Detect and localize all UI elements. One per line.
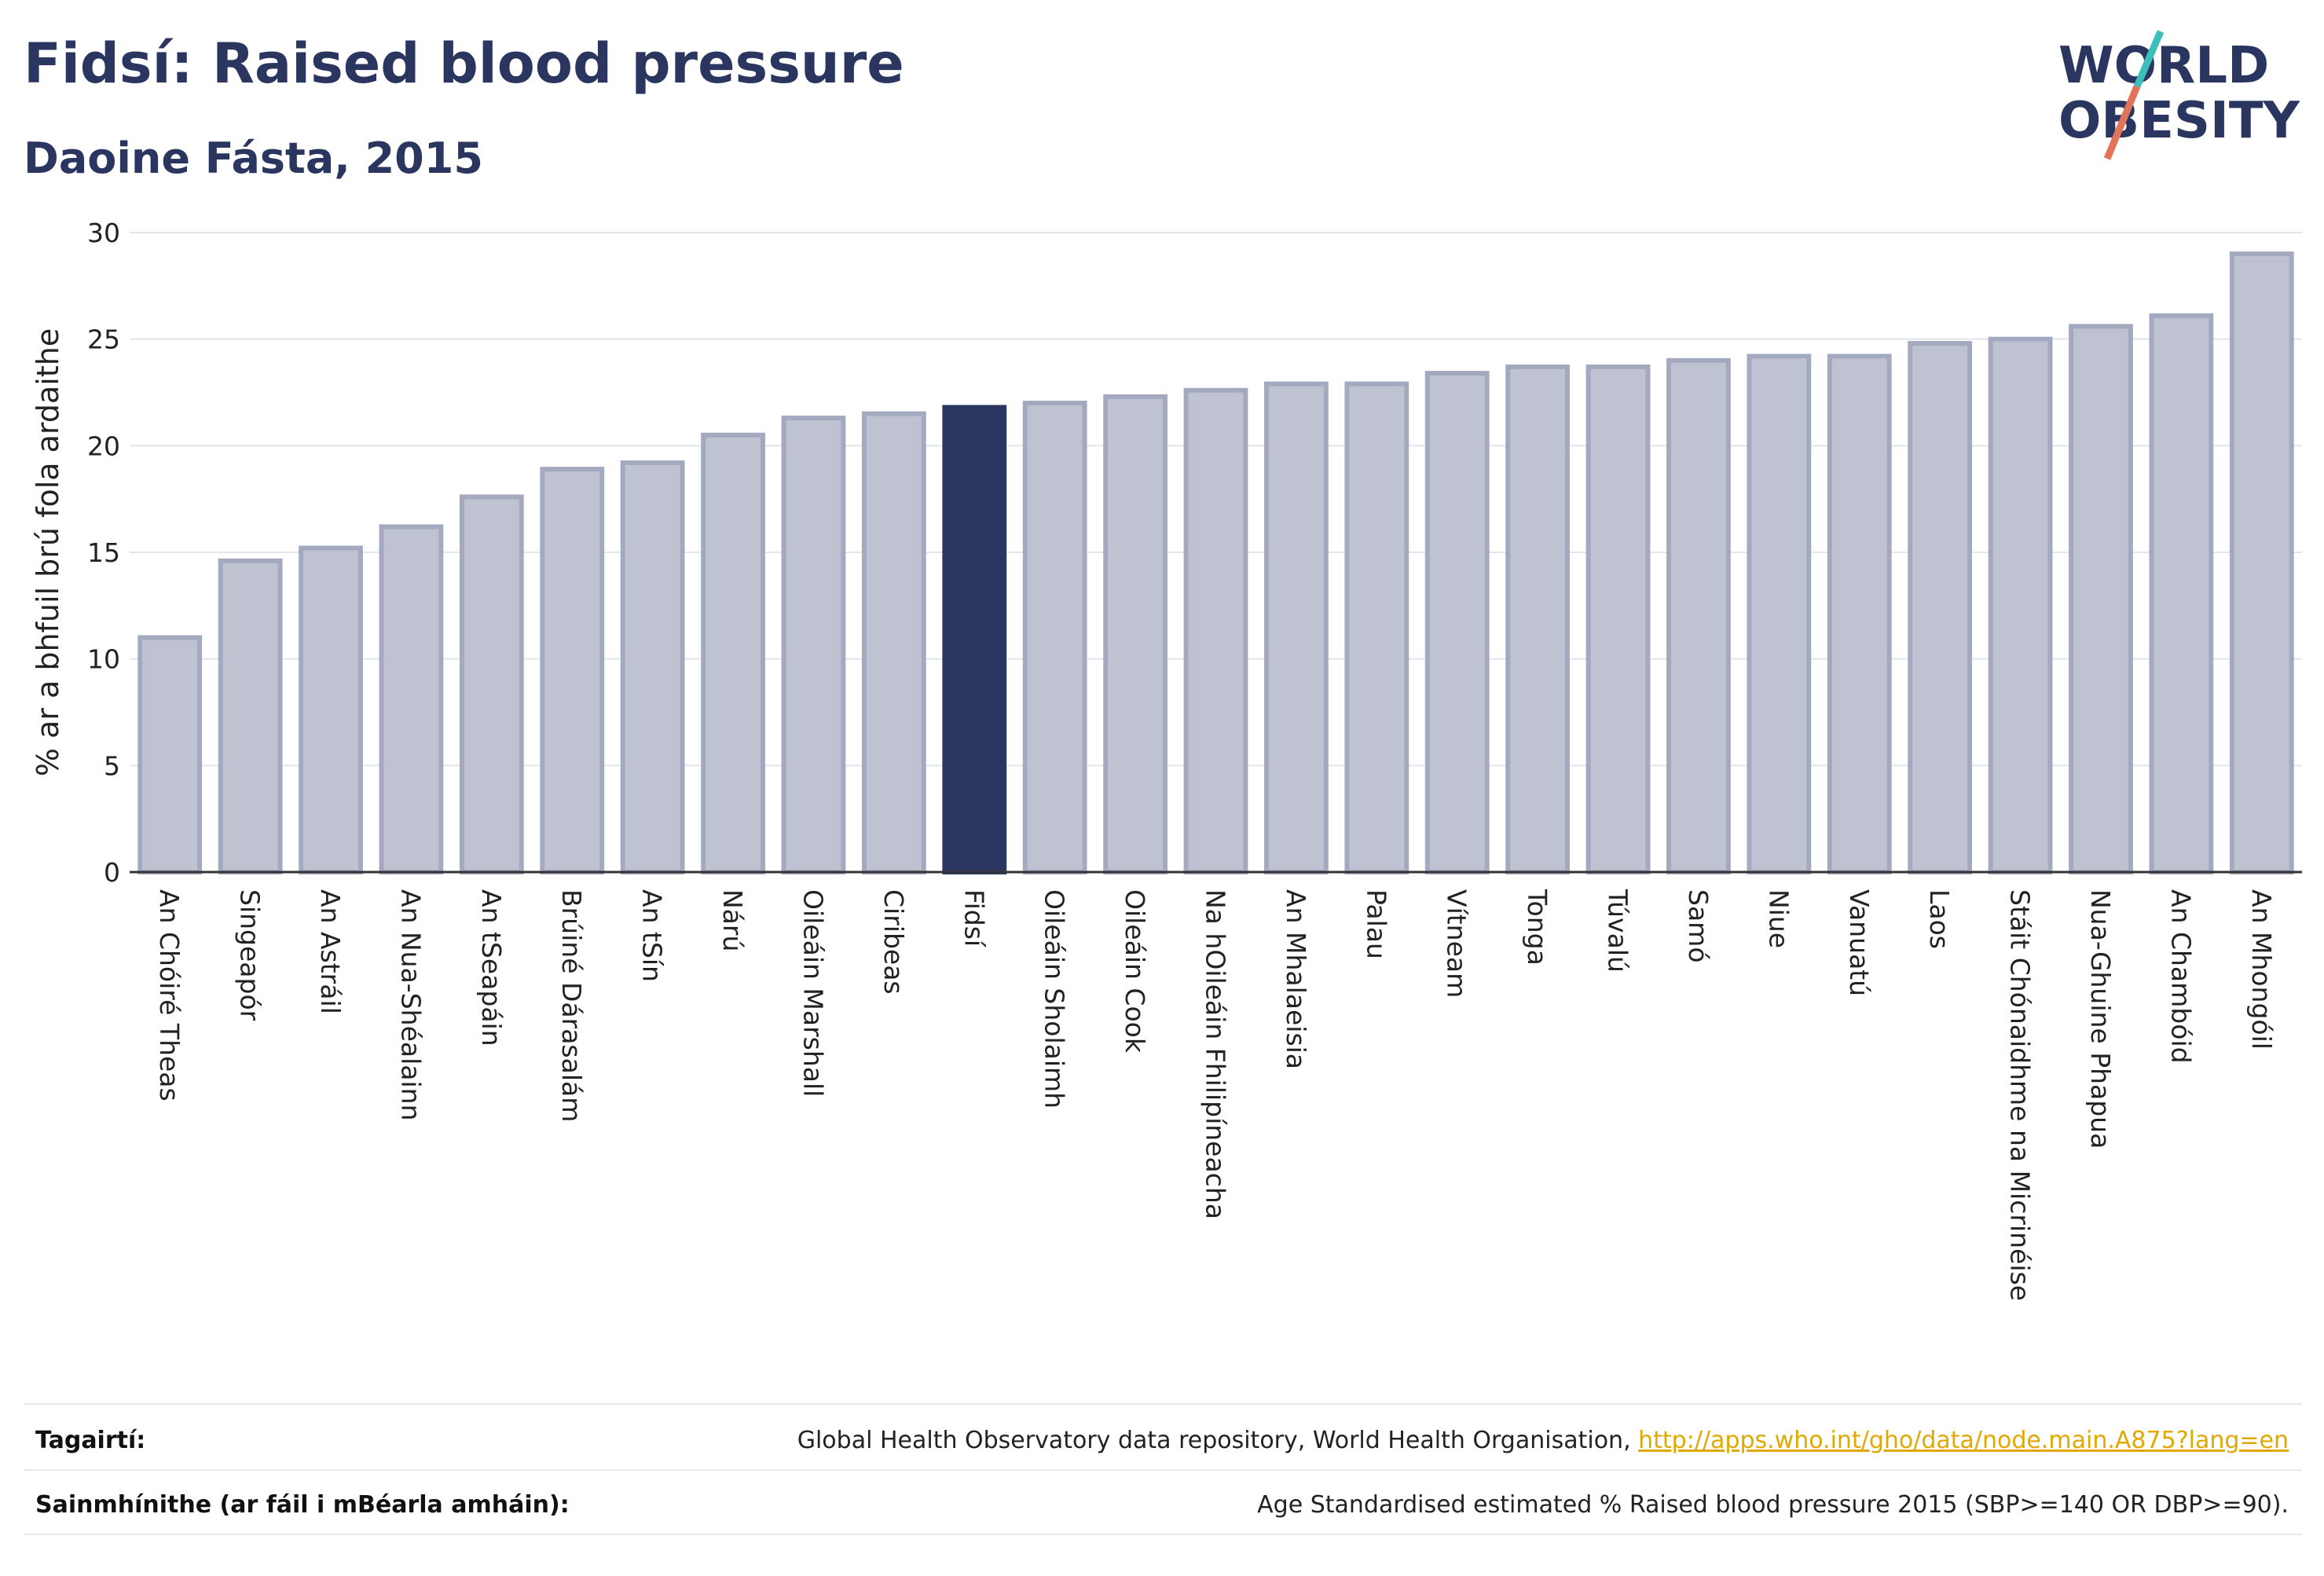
logo-slash-top [2133, 30, 2165, 88]
x-tick-label: An Nua-Shéalainn [395, 889, 426, 1121]
bar [701, 432, 765, 874]
y-axis-ticks: 0 5 10 15 20 25 30 [87, 218, 120, 888]
references-text: Global Health Observatory data repositor… [797, 1427, 1639, 1454]
x-tick-label: Vítneam [1442, 889, 1472, 998]
x-tick-label: Oileáin Marshall [797, 889, 828, 1097]
bar [1827, 354, 1892, 874]
x-tick-label: Stáit Chónaidhme na Micrinéise [2005, 889, 2036, 1301]
x-tick-label: Brúiné Dárasalám [556, 889, 587, 1122]
bar [1264, 381, 1329, 874]
logo-slash-bottom [2103, 85, 2141, 160]
x-tick-label: Samó [1683, 889, 1714, 963]
x-tick-label: An tSín [637, 889, 668, 982]
chart-title: Fidsí: Raised blood pressure [24, 31, 904, 96]
bar [540, 467, 605, 874]
bar [2229, 251, 2294, 874]
bar [2149, 313, 2214, 874]
bar [299, 545, 363, 874]
bar [942, 405, 1007, 874]
x-tick-label: An Mhongóil [2246, 889, 2277, 1050]
footer-divider-bottom [24, 1534, 2302, 1535]
x-tick-label: Ciribeas [878, 889, 909, 995]
bar [379, 524, 444, 874]
x-tick-label: Túvalú [1603, 889, 1633, 973]
x-tick-label: Niue [1763, 889, 1794, 948]
x-axis-labels: An Chóiré Theas Singeapór An Astráil An Nua… [154, 889, 2277, 1301]
bar [1183, 387, 1248, 874]
bar [459, 494, 524, 874]
world-obesity-logo: WORLD OBESITY [2058, 30, 2300, 160]
bar [218, 558, 283, 874]
x-tick-label: Oileáin Cook [1120, 889, 1150, 1054]
y-tick-label: 15 [87, 537, 120, 568]
references-value: Global Health Observatory data repositor… [797, 1427, 2289, 1454]
x-tick-label: Na hOileáin Fhilipíneacha [1200, 889, 1231, 1219]
x-tick-label: Tonga [1522, 889, 1552, 966]
y-tick-label: 10 [87, 644, 120, 675]
bar [1747, 354, 1812, 874]
definitions-label: Sainmhínithe (ar fáil i mBéarla amháin): [35, 1491, 570, 1519]
bar [1666, 357, 1731, 874]
x-tick-label: An Mhalaeisia [1281, 889, 1311, 1069]
bar [620, 460, 685, 874]
definitions-value: Age Standardised estimated % Raised bloo… [1257, 1491, 2289, 1519]
chart-subtitle: Daoine Fásta, 2015 [24, 134, 483, 183]
x-tick-label: Nárú [717, 889, 748, 951]
x-tick-label: Laos [1924, 889, 1955, 949]
bar [1344, 381, 1409, 874]
bar [1988, 336, 2053, 874]
y-tick-label: 0 [104, 857, 120, 888]
x-tick-label: Nua-Ghuine Phapua [2085, 889, 2116, 1149]
y-tick-label: 5 [104, 750, 120, 781]
y-axis-title: % ar a bhfuil brú fola ardaithe [31, 328, 65, 776]
bar [1022, 401, 1087, 874]
logo-line1: WORLD [2058, 37, 2269, 95]
x-tick-label: Fidsí [959, 889, 989, 948]
footer-divider-middle [24, 1469, 2302, 1471]
bar [781, 416, 846, 874]
bar [137, 635, 203, 874]
x-tick-label: Vanuatú [1844, 889, 1875, 996]
footer-divider-top [24, 1403, 2302, 1405]
x-tick-label: Oileáin Sholaimh [1039, 889, 1070, 1109]
x-tick-label: An tSeapáin [476, 889, 507, 1046]
bar [1908, 341, 1973, 874]
references-link[interactable]: http://apps.who.int/gho/data/node.main.A… [1638, 1427, 2289, 1454]
logo-line2: OBESITY [2058, 92, 2300, 150]
x-tick-label: Palau [1361, 889, 1391, 959]
references-label: Tagairtí: [35, 1427, 146, 1454]
bar [1585, 364, 1651, 874]
bars [137, 251, 2294, 874]
bar [1103, 394, 1167, 874]
x-tick-label: Singeapór [235, 889, 266, 1021]
x-tick-label: An Astráil [315, 889, 346, 1014]
bar [861, 411, 926, 874]
bar [1505, 364, 1571, 874]
y-tick-label: 25 [87, 324, 120, 355]
y-tick-label: 30 [87, 218, 120, 248]
bar [2069, 324, 2133, 874]
x-tick-label: An Chambóid [2165, 889, 2196, 1064]
y-tick-label: 20 [87, 431, 120, 461]
x-tick-label: An Chóiré Theas [154, 889, 185, 1101]
bar [1424, 371, 1490, 874]
